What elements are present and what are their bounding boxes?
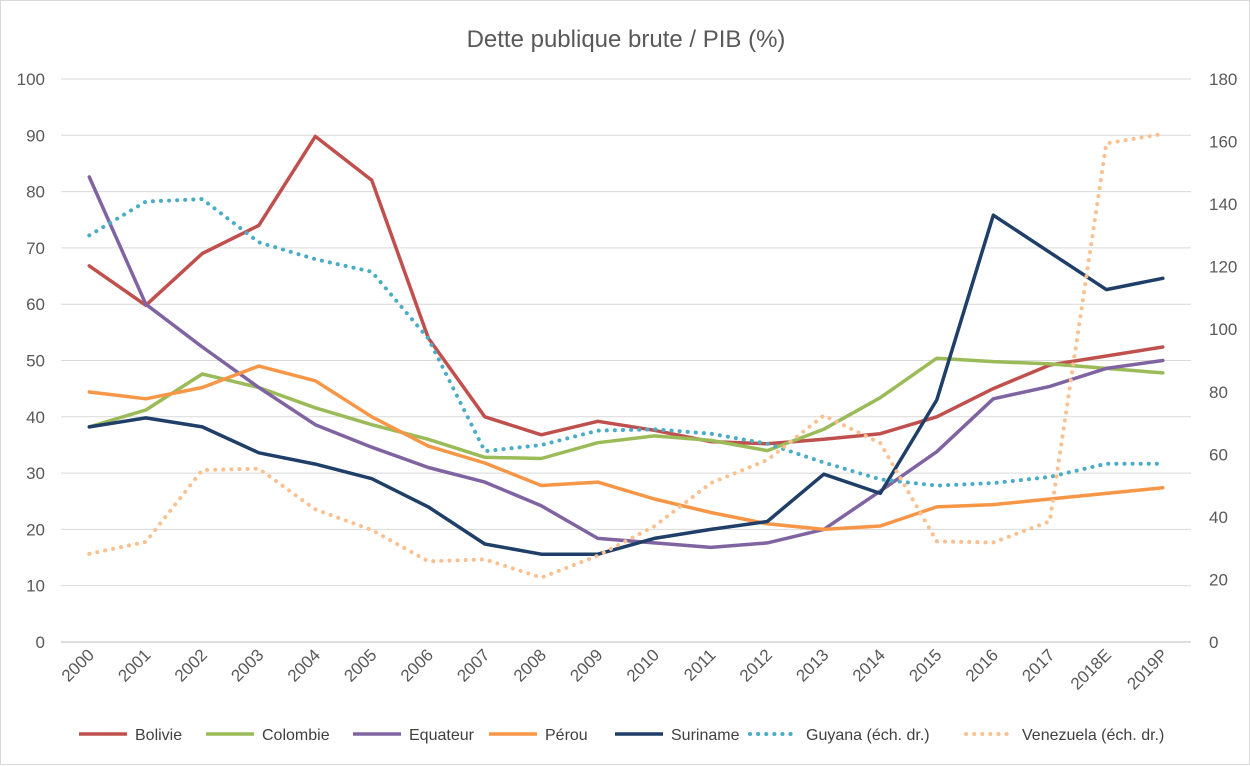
legend-label: Venezuela (éch. dr.) — [1022, 727, 1164, 744]
left-tick-label: 100 — [17, 70, 45, 89]
chart-title: Dette publique brute / PIB (%) — [467, 26, 786, 53]
x-tick-label: 2001 — [114, 645, 154, 685]
left-tick-label: 60 — [26, 295, 45, 314]
right-tick-label: 20 — [1209, 570, 1228, 589]
right-tick-label: 40 — [1209, 508, 1228, 527]
left-tick-label: 10 — [26, 577, 45, 596]
x-axis-ticks: 2000 2001 2002 2003 2004 2005 2006 2007 2008 2009… — [58, 645, 1172, 693]
x-tick-label: 2004 — [284, 645, 324, 685]
series-line-0 — [87, 134, 1165, 446]
x-tick-label: 2016 — [962, 645, 1002, 685]
right-tick-label: 140 — [1209, 195, 1237, 214]
gridlines — [61, 78, 1191, 643]
legend-label: Equateur — [409, 727, 475, 744]
series-lines — [87, 132, 1165, 580]
legend-label: Guyana (éch. dr.) — [806, 727, 930, 744]
legend-label: Bolivie — [135, 727, 182, 744]
left-tick-label: 40 — [26, 408, 45, 427]
series-line-4 — [87, 213, 1165, 556]
left-tick-label: 0 — [36, 633, 45, 652]
x-tick-label: 2013 — [792, 645, 832, 685]
legend-label: Suriname — [671, 727, 740, 744]
x-tick-label: 2017 — [1018, 645, 1058, 685]
x-tick-label: 2005 — [340, 645, 380, 685]
x-tick-label: 2007 — [453, 645, 493, 685]
x-tick-label: 2010 — [623, 645, 663, 685]
right-tick-label: 0 — [1209, 633, 1218, 652]
right-axis-ticks: 0 20 40 60 80 100 120 140 160 180 — [1209, 70, 1237, 652]
right-tick-label: 160 — [1209, 133, 1237, 152]
legend-label: Colombie — [262, 727, 330, 744]
x-tick-label: 2018E — [1067, 645, 1115, 693]
left-tick-label: 70 — [26, 239, 45, 258]
left-tick-label: 30 — [26, 464, 45, 483]
x-tick-label: 2019P — [1123, 645, 1171, 693]
x-tick-label: 2014 — [849, 645, 889, 685]
x-tick-label: 2006 — [397, 645, 437, 685]
series-line-6 — [87, 132, 1165, 580]
x-tick-label: 2011 — [680, 645, 719, 684]
series-line-5 — [87, 197, 1165, 488]
right-tick-label: 180 — [1209, 70, 1237, 89]
legend: Bolivie Colombie Equateur Pérou Suriname Guya… — [79, 727, 1164, 744]
x-tick-label: 2000 — [58, 645, 98, 685]
right-tick-label: 80 — [1209, 383, 1228, 402]
x-tick-label: 2002 — [171, 645, 211, 685]
left-tick-label: 80 — [26, 183, 45, 202]
series-line-3 — [87, 364, 1165, 532]
right-tick-label: 60 — [1209, 445, 1228, 464]
legend-label: Pérou — [545, 727, 588, 744]
x-tick-label: 2012 — [736, 645, 776, 685]
left-tick-label: 50 — [26, 352, 45, 371]
left-tick-label: 90 — [26, 126, 45, 145]
series-line-1 — [87, 356, 1165, 461]
x-tick-label: 2003 — [227, 645, 267, 685]
x-tick-label: 2008 — [510, 645, 550, 685]
right-tick-label: 120 — [1209, 258, 1237, 277]
left-axis-ticks: 0 10 20 30 40 50 60 70 80 90 100 — [17, 70, 45, 652]
left-tick-label: 20 — [26, 520, 45, 539]
x-tick-label: 2015 — [905, 645, 945, 685]
right-tick-label: 100 — [1209, 320, 1237, 339]
x-tick-label: 2009 — [566, 645, 606, 685]
